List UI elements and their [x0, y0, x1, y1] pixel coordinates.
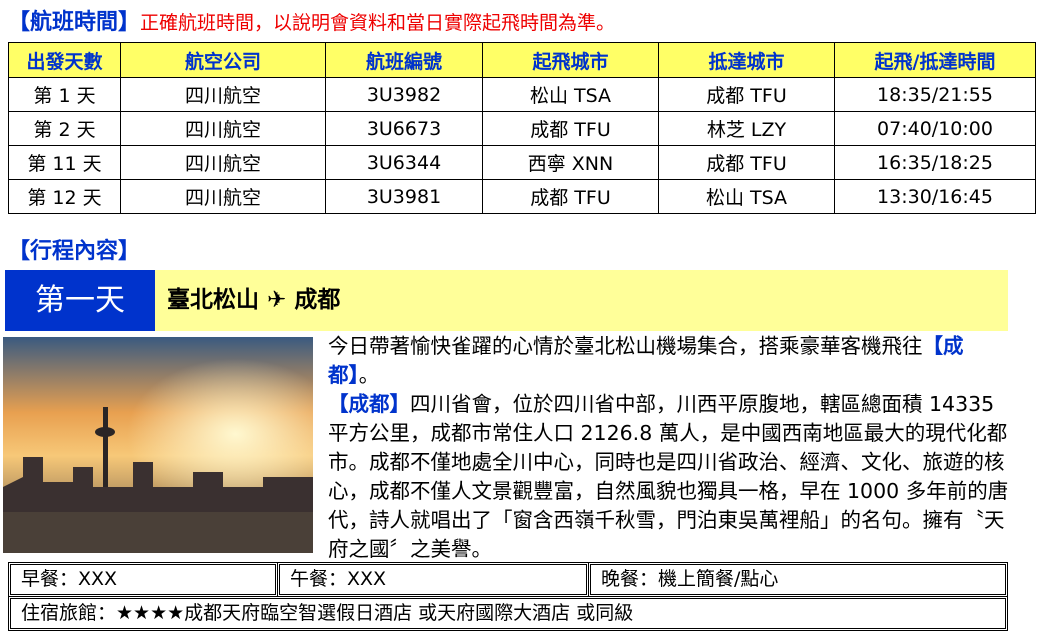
- header-cell: 航空公司: [120, 42, 326, 78]
- cell: 四川航空: [120, 77, 326, 112]
- desc-highlight: 【成都】: [328, 392, 410, 416]
- table-row: 第 2 天四川航空 3U6673 成都 TFU 林芝 LZY 07:40/10:00: [8, 111, 1036, 146]
- cell: 3U6344: [325, 145, 483, 180]
- header-cell: 起飛城市: [482, 42, 659, 78]
- cell: 3U3981: [325, 179, 483, 214]
- meal-lunch: 午餐：XXX: [277, 562, 589, 597]
- route-from: 臺北松山: [167, 287, 259, 313]
- day-route: 臺北松山 ✈ 成都: [155, 270, 1008, 331]
- cell: 第 1 天: [8, 77, 121, 112]
- cell: 林芝 LZY: [658, 111, 835, 146]
- cell: 18:35/21:55: [834, 77, 1036, 112]
- header-cell: 抵達城市: [658, 42, 835, 78]
- cell: 成都 TFU: [658, 77, 835, 112]
- header-cell: 出發天數: [8, 42, 121, 78]
- cell: 成都 TFU: [658, 145, 835, 180]
- hotel: 住宿旅館：★★★★成都天府臨空智選假日酒店 或天府國際大酒店 或同級: [8, 596, 1008, 631]
- cell: 四川航空: [120, 111, 326, 146]
- cell: 松山 TSA: [658, 179, 835, 214]
- flight-table: 出發天數 航空公司 航班編號 起飛城市 抵達城市 起飛/抵達時間第 1 天四川航空 3U39…: [8, 42, 1036, 214]
- section-title: 【航班時間】: [8, 10, 141, 35]
- route-arrow: ✈: [267, 287, 287, 313]
- meal-breakfast: 早餐：XXX: [8, 562, 278, 597]
- cell: 成都 TFU: [482, 179, 659, 214]
- cell: 3U6673: [325, 111, 483, 146]
- cell: 西寧 XNN: [482, 145, 659, 180]
- cell: 第 2 天: [8, 111, 121, 146]
- table-row: 第 12 天四川航空 3U3981 成都 TFU 松山 TSA 13:30/16:45: [8, 179, 1036, 214]
- table-row: 出發天數 航空公司 航班編號 起飛城市 抵達城市 起飛/抵達時間: [8, 42, 1036, 78]
- flight-header: 【航班時間】正確航班時間，以說明會資料和當日實際起飛時間為準。: [8, 4, 615, 36]
- header-cell: 起飛/抵達時間: [834, 42, 1036, 78]
- route-to: 成都: [294, 287, 341, 313]
- meal-dinner: 晚餐：機上簡餐/點心: [588, 562, 1008, 597]
- table-row: 第 1 天四川航空 3U3982 松山 TSA 成都 TFU 18:35/21:55: [8, 77, 1036, 112]
- cell: 07:40/10:00: [834, 111, 1036, 146]
- cell: 16:35/18:25: [834, 145, 1036, 180]
- desc-text: 四川省會，位於四川省中部，川西平原腹地，轄區總面積 14335 平方公里，成都市…: [328, 392, 1009, 561]
- day-label: 第一天: [5, 270, 155, 331]
- cell: 成都 TFU: [482, 111, 659, 146]
- desc-text: 。: [358, 363, 380, 387]
- description: 今日帶著愉快雀躍的心情於臺北松山機場集合，搭乘豪華客機飛往【成都】。 【成都】四川…: [328, 332, 1012, 564]
- header-cell: 航班編號: [325, 42, 483, 78]
- desc-text: 今日帶著愉快雀躍的心情於臺北松山機場集合，搭乘豪華客機飛往: [328, 334, 923, 358]
- section-title: 【行程內容】: [8, 239, 141, 264]
- cell: 松山 TSA: [482, 77, 659, 112]
- desc-highlight: 【成都】: [328, 334, 964, 387]
- cell: 3U3982: [325, 77, 483, 112]
- table-row: 第 11 天四川航空 3U6344 西寧 XNN 成都 TFU 16:35/18:25: [8, 145, 1036, 180]
- cell: 第 11 天: [8, 145, 121, 180]
- cell: 四川航空: [120, 145, 326, 180]
- cell: 四川航空: [120, 179, 326, 214]
- cell: 13:30/16:45: [834, 179, 1036, 214]
- city-image: [3, 337, 313, 553]
- note: 正確航班時間，以說明會資料和當日實際起飛時間為準。: [140, 12, 616, 34]
- cell: 第 12 天: [8, 179, 121, 214]
